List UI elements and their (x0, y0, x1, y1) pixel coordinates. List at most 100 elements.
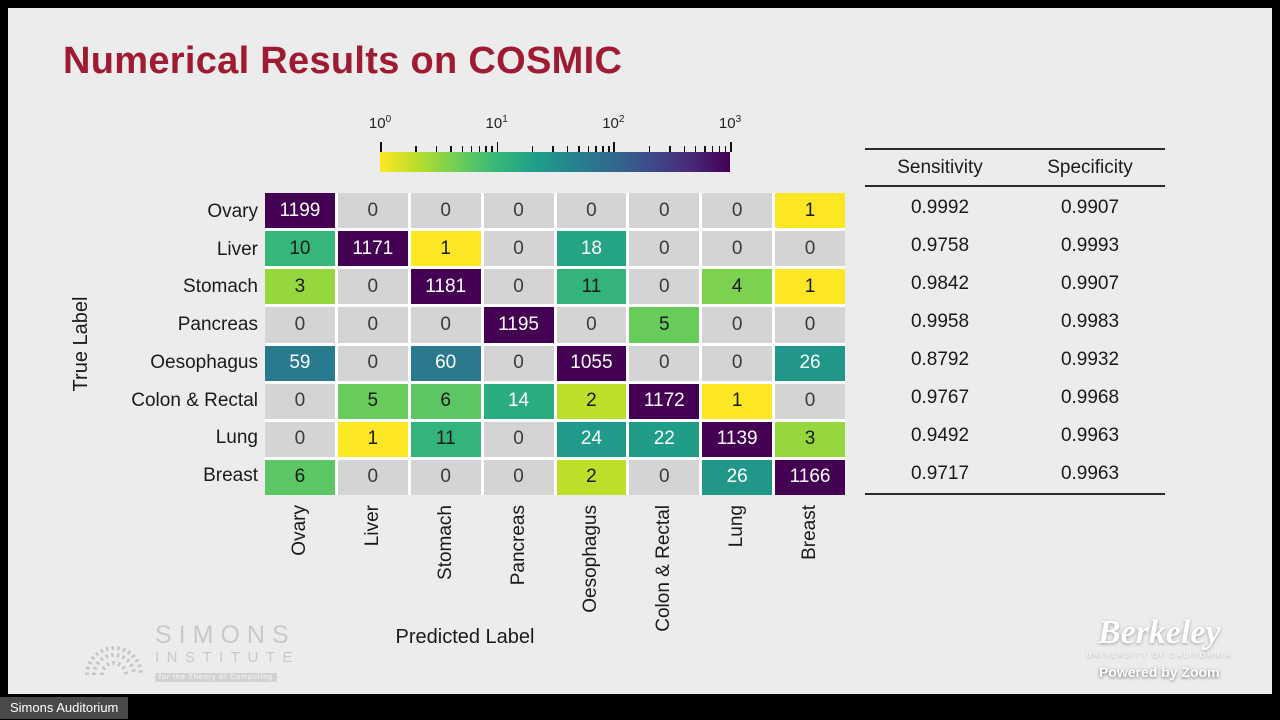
matrix-cell: 26 (775, 345, 845, 381)
colorbar-tick (461, 146, 463, 152)
row-label: Colon & Rectal (131, 389, 258, 411)
colorbar-tick-label: 103 (718, 114, 742, 132)
matrix-cell: 24 (556, 421, 627, 457)
berkeley-logo: Berkeley UNIVERSITY OF CALIFORNIA Powere… (1086, 614, 1233, 681)
matrix-cell: 0 (702, 193, 773, 229)
matrix-cell: 0 (483, 459, 554, 495)
matrix-cell: 1 (337, 421, 408, 457)
matrix-cell: 5 (629, 307, 700, 343)
metrics-row: 0.8792 0.9932 (910, 349, 1120, 370)
matrix-cell: 1195 (483, 307, 554, 343)
matrix-cell: 0 (483, 421, 554, 457)
matrix-cell: 2 (556, 383, 627, 419)
matrix-cell: 1199 (265, 193, 335, 229)
colorbar-tick (496, 142, 499, 152)
matrix-cell: 0 (629, 345, 700, 381)
metrics-row: 0.9767 0.9968 (910, 387, 1120, 408)
colorbar-tick-label: 101 (485, 114, 508, 132)
matrix-cell: 0 (483, 269, 554, 305)
metrics-rows: 0.9992 0.9907 0.9758 0.9993 0.9842 0.9907 0.99… (865, 187, 1165, 495)
matrix-cell: 0 (702, 307, 773, 343)
col-label: Oesophagus (580, 505, 602, 613)
slide: Numerical Results on COSMIC True Label O… (8, 8, 1272, 694)
row-labels: Ovary Liver Stomach Pancreas Oesophagus Colon… (48, 193, 258, 495)
matrix-cell: 0 (410, 193, 481, 229)
matrix-cell: 0 (265, 421, 335, 457)
metrics-row: 0.9958 0.9983 (910, 311, 1120, 332)
metrics-row: 0.9492 0.9963 (910, 425, 1120, 446)
colorbar-tick (470, 146, 473, 152)
matrix-cell: 4 (702, 269, 773, 305)
colorbar-tick (730, 142, 732, 152)
col-label: Breast (799, 505, 821, 560)
berkeley-wordmark: Berkeley (1097, 614, 1221, 651)
confusion-matrix: 1199 0 0 0 0 0 0 1 10 1171 1 0 18 0 0 0 3 0 1181 0 11 0 4 1 0 0 0 1… (265, 193, 845, 495)
matrix-cell: 11 (556, 269, 627, 305)
matrix-cell: 0 (337, 269, 408, 305)
matrix-cell: 1055 (556, 345, 627, 381)
matrix-cell: 0 (265, 383, 335, 419)
matrix-cell: 0 (775, 383, 845, 419)
colorbar-tick (485, 146, 487, 152)
matrix-cell: 0 (410, 307, 481, 343)
matrix-cell: 0 (556, 193, 627, 229)
colorbar-tick (711, 146, 714, 152)
matrix-cell: 0 (337, 459, 408, 495)
col-label: Lung (726, 505, 748, 548)
matrix-cell: 26 (702, 459, 773, 495)
matrix-cell: 18 (556, 231, 627, 267)
sensitivity-header: Sensitivity (897, 156, 983, 178)
simons-line2: INSTITUTE (155, 649, 300, 666)
matrix-cell: 0 (629, 193, 700, 229)
colorbar-tick-label: 100 (368, 114, 392, 132)
simons-line1: SIMONS (155, 620, 296, 649)
row-label: Stomach (183, 276, 258, 298)
matrix-cell: 0 (483, 193, 554, 229)
colorbar-tick (566, 146, 569, 152)
matrix-cell: 0 (265, 307, 335, 343)
matrix-cell: 6 (265, 459, 335, 495)
matrix-cell: 0 (337, 193, 408, 229)
col-label: Colon & Rectal (653, 505, 675, 632)
matrix-cell: 0 (483, 345, 554, 381)
metrics-row: 0.9758 0.9993 (910, 235, 1120, 256)
matrix-cell: 10 (265, 231, 335, 267)
col-label: Stomach (434, 505, 456, 580)
row-label: Ovary (207, 200, 258, 222)
x-axis-title: Predicted Label (395, 626, 535, 648)
colorbar-tick (435, 146, 438, 152)
slide-title: Numerical Results on COSMIC (63, 40, 623, 82)
matrix-cell: 1166 (775, 459, 845, 495)
metrics-row: 0.9992 0.9907 (910, 197, 1120, 218)
row-label: Breast (203, 465, 258, 487)
row-label: Oesophagus (150, 351, 258, 373)
room-name-label: Simons Auditorium (0, 697, 129, 719)
matrix-cell: 0 (629, 231, 700, 267)
simons-wordmark: SIMONS INSTITUTE for the Theory of Compu… (155, 620, 300, 685)
colorbar-tick (450, 146, 452, 152)
colorbar-tick (648, 146, 650, 152)
colorbar-tick (694, 146, 697, 152)
matrix-cell: 0 (337, 345, 408, 381)
matrix-cell: 0 (775, 231, 845, 267)
powered-by-zoom: Powered by Zoom (1098, 664, 1220, 680)
colorbar-gradient (380, 152, 730, 172)
simons-institute-logo: SIMONS INSTITUTE for the Theory of Compu… (85, 620, 300, 685)
matrix-cell: 0 (702, 231, 773, 267)
matrix-cell: 1 (775, 193, 845, 229)
colorbar-tick (587, 146, 589, 152)
berkeley-subtitle: UNIVERSITY OF CALIFORNIA (1086, 652, 1232, 659)
colorbar-tick (491, 146, 493, 152)
matrix-cell: 0 (629, 459, 700, 495)
simons-auditorium-icon (85, 623, 143, 682)
matrix-cell: 1181 (410, 269, 481, 305)
colorbar-tick (595, 146, 597, 152)
row-label: Lung (215, 427, 258, 449)
col-label: Ovary (288, 505, 310, 556)
matrix-cell: 1 (702, 383, 773, 419)
metrics-row: 0.9842 0.9907 (910, 273, 1120, 294)
specificity-header: Specificity (1047, 156, 1133, 178)
colorbar-tick (613, 142, 615, 152)
matrix-cell: 14 (483, 383, 554, 419)
matrix-cell: 1 (775, 269, 845, 305)
